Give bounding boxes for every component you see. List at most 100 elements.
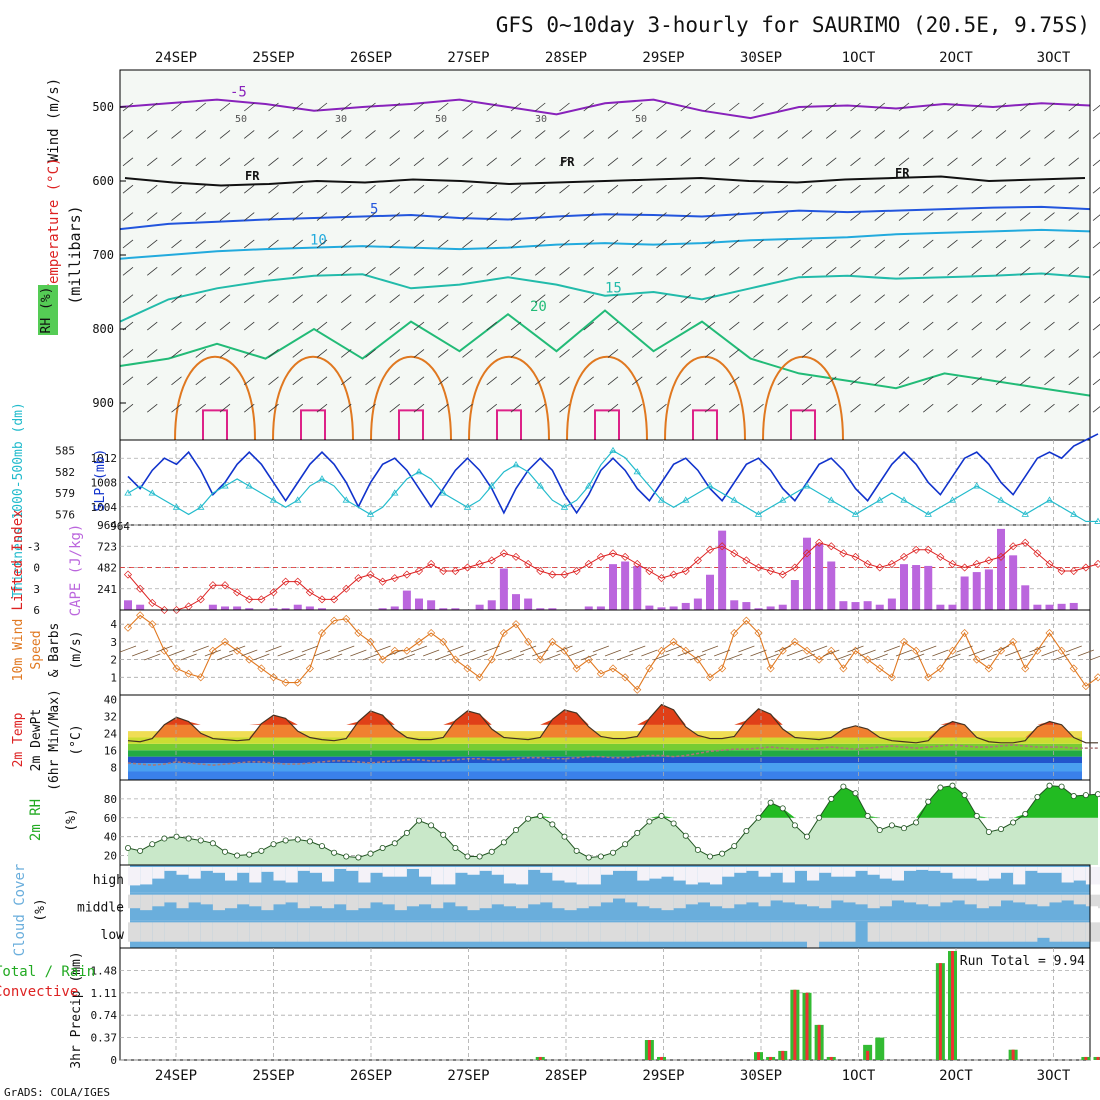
cape-bar bbox=[524, 598, 533, 610]
cloud-cell bbox=[1037, 922, 1050, 938]
cape-bar bbox=[766, 606, 775, 610]
rh-point bbox=[597, 853, 604, 860]
wind-speed-point bbox=[669, 637, 678, 646]
dewpoint-line bbox=[127, 744, 1098, 766]
wind-barb bbox=[583, 130, 594, 139]
cloud-cell bbox=[831, 894, 844, 901]
cloud-cell bbox=[346, 922, 359, 942]
wind-barb bbox=[680, 349, 691, 358]
rh-point bbox=[294, 836, 301, 843]
cloud-cell bbox=[394, 894, 407, 911]
rh-point bbox=[707, 853, 714, 860]
cloud-cell bbox=[831, 867, 844, 877]
bottom-day-label: 24SEP bbox=[155, 1068, 197, 1084]
wind-speed-point bbox=[718, 664, 727, 673]
wind-barb bbox=[801, 321, 813, 331]
wind-barb bbox=[704, 102, 716, 112]
thickness-point bbox=[512, 461, 520, 468]
wind-barb bbox=[341, 294, 352, 303]
wind-barb bbox=[374, 645, 391, 653]
wind-barb bbox=[971, 376, 982, 386]
wind-barb bbox=[216, 653, 234, 661]
cape-bar bbox=[124, 600, 132, 610]
li-point bbox=[730, 549, 739, 558]
wind-barb bbox=[1044, 102, 1055, 112]
wind-barb bbox=[362, 653, 379, 661]
wind-barb bbox=[753, 212, 764, 221]
wind-barb bbox=[607, 403, 619, 413]
li-tick-label: 6 bbox=[33, 604, 40, 617]
temp-area bbox=[128, 704, 1098, 725]
cloud-cell bbox=[600, 894, 613, 903]
temp-axis-label-3: (6hr Min/Max) bbox=[47, 689, 62, 791]
cloud-cell bbox=[976, 922, 989, 942]
wind-barb bbox=[883, 645, 901, 653]
wind-barb bbox=[898, 321, 910, 331]
cloud-cell bbox=[261, 922, 274, 942]
li-point bbox=[790, 563, 799, 572]
rh-point bbox=[488, 848, 495, 855]
wind-barb bbox=[219, 130, 231, 139]
wind-barb bbox=[947, 403, 958, 413]
cloud-cell bbox=[661, 867, 674, 877]
cloud-cell bbox=[188, 867, 201, 879]
thickness-point bbox=[391, 489, 399, 496]
thickness-point bbox=[148, 489, 156, 496]
wind-speed-point bbox=[548, 637, 557, 646]
rh-point bbox=[985, 828, 992, 835]
wind-barb bbox=[122, 102, 134, 112]
wind-barb bbox=[583, 349, 594, 358]
wind-speed-point bbox=[778, 646, 787, 655]
cloud-cell bbox=[613, 894, 626, 899]
cloud-cell bbox=[770, 867, 783, 873]
wind-tick-label: 1 bbox=[110, 671, 117, 684]
wind-barb bbox=[1068, 184, 1079, 194]
wind-barb bbox=[826, 130, 837, 139]
wind-barb bbox=[244, 184, 255, 194]
cloud-cell bbox=[564, 867, 577, 883]
wind-barb bbox=[1044, 130, 1055, 139]
wind-barb bbox=[762, 653, 779, 661]
temperature-contour-label: 20 bbox=[530, 299, 547, 315]
cloud-cell bbox=[710, 922, 723, 942]
li-point bbox=[815, 538, 824, 547]
cloud-cell bbox=[782, 867, 795, 883]
wind-speed-point bbox=[815, 655, 824, 664]
wind-barb bbox=[195, 376, 206, 386]
precip-legend-total: Total / Rain bbox=[0, 964, 95, 980]
temperature-contour bbox=[398, 409, 424, 440]
cape-bar bbox=[912, 565, 921, 610]
wind-barb bbox=[656, 266, 667, 276]
wind-barb bbox=[898, 157, 910, 167]
wind-tick-label: 4 bbox=[110, 618, 117, 631]
rh-point bbox=[1022, 811, 1029, 818]
rh-point bbox=[949, 782, 956, 789]
cloud-cell bbox=[1073, 922, 1086, 942]
wind-barb bbox=[171, 130, 182, 139]
precip-tick-label: 0.37 bbox=[91, 1032, 118, 1045]
wind-barb bbox=[677, 649, 694, 657]
wind-barb bbox=[1044, 239, 1055, 249]
wind-barb bbox=[244, 403, 255, 413]
wind-barb bbox=[995, 349, 1007, 358]
rh-point bbox=[840, 783, 847, 790]
cloud-cell bbox=[261, 867, 274, 872]
cloud-cell bbox=[673, 867, 686, 881]
wind-barb bbox=[147, 184, 158, 194]
cloud-cell bbox=[722, 922, 735, 942]
wind-barb bbox=[219, 403, 231, 413]
wind-barb bbox=[680, 403, 691, 413]
wind-speed-point bbox=[754, 628, 763, 638]
wind-barb bbox=[244, 321, 255, 331]
wind-barb bbox=[462, 349, 473, 358]
wind-barb bbox=[1092, 241, 1100, 249]
temperature-contour bbox=[174, 355, 256, 441]
wind-barb bbox=[341, 130, 352, 139]
wind-barb bbox=[801, 102, 813, 112]
cloud-cell bbox=[552, 867, 565, 881]
wind-barb bbox=[122, 184, 134, 194]
wind-speed-point bbox=[293, 678, 302, 687]
temp-tick-label: 32 bbox=[104, 710, 117, 723]
wind-barb bbox=[228, 645, 246, 653]
wind-barb bbox=[874, 349, 885, 358]
